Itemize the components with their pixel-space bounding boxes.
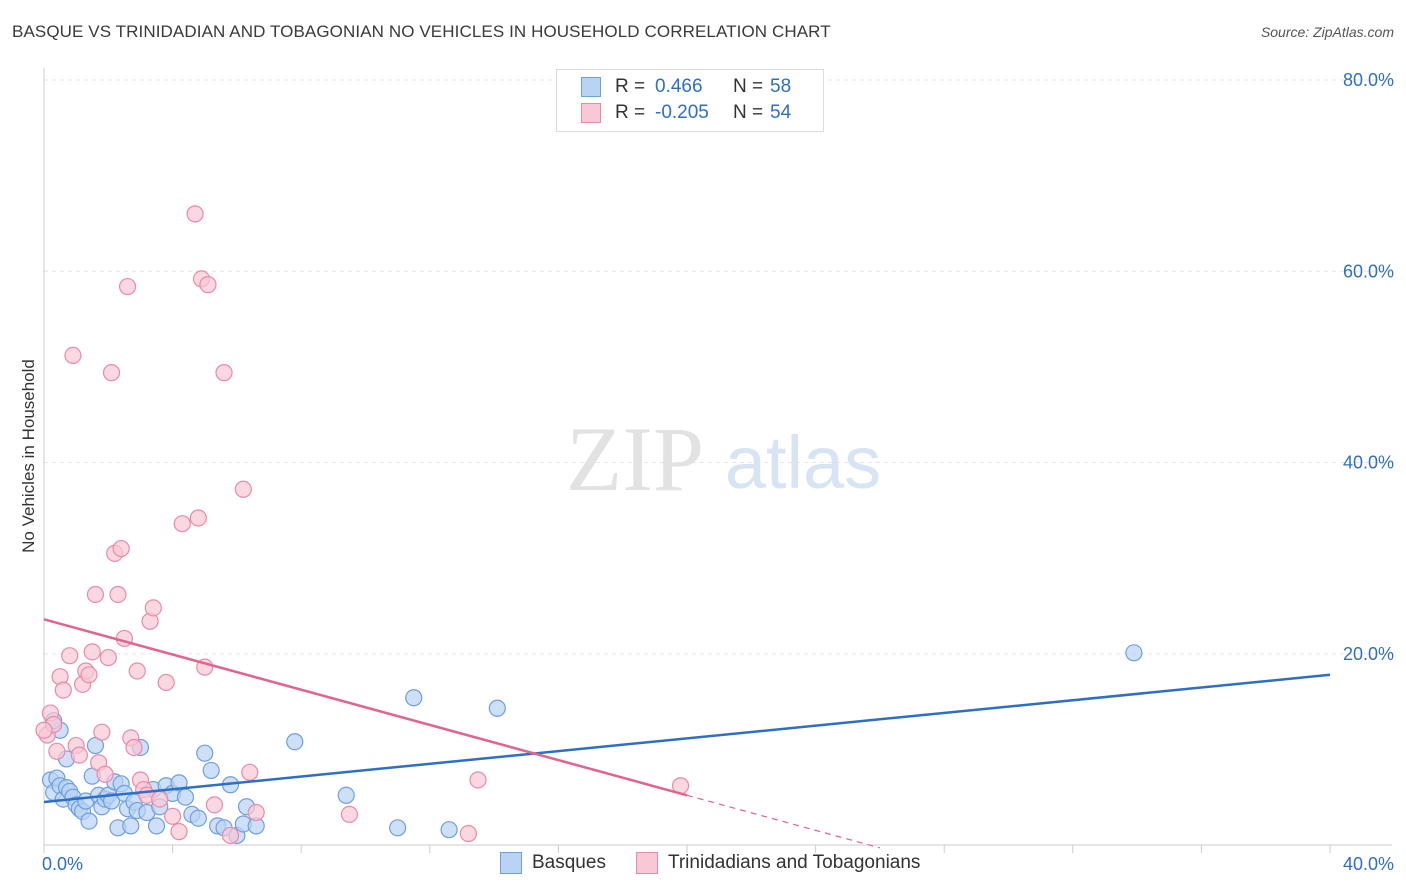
y-tick-label: 80.0% [1343,70,1394,90]
trinidadian-point [83,643,101,661]
trinidadian-point [61,647,79,665]
legend-n-value: 58 [770,76,792,97]
legend-row-basques: R = 0.466 N = 58 [581,75,791,99]
trinidadian-point [96,765,114,783]
correlation-legend: R = 0.466 N = 58 R = -0.205 N = 54 [556,69,824,132]
source-label: Source: ZipAtlas.com [1260,24,1394,40]
y-tick-label: 60.0% [1343,261,1394,281]
basques-point [286,733,304,751]
trinidadian-point [170,823,188,841]
trinidadian-point [64,346,82,364]
trinidadian-point [241,763,259,781]
basques-point [1125,644,1143,662]
series-label-trinidadians: Trinidadians and Tobagonians [667,852,921,873]
basques-point [488,699,506,717]
series-swatch-trinidadians [635,852,658,874]
trinidadian-point [199,276,217,294]
trinidadian-point [189,509,207,527]
legend-r-label: R = [615,76,646,97]
basques-point [440,821,458,839]
trinidadian-point [54,681,72,699]
series-swatch-basques [500,852,522,874]
basques-point [405,689,423,707]
trinidadian-point [99,648,117,667]
trinidadian-point [215,364,233,382]
y-tick-label: 20.0% [1343,644,1394,664]
trinidadian-point [247,803,265,822]
basques-point [102,792,121,810]
x-tick-label: 40.0% [1343,854,1394,874]
trinidadian-trend-line [43,618,688,797]
trinidadian-point [70,746,88,764]
trinidadian-point [128,662,146,680]
grid-lines [44,79,1392,655]
legend-n-label: N = [733,76,764,97]
series-label-basques: Basques [532,852,606,873]
basques-point [170,774,188,792]
trinidadian-points [35,205,690,845]
trinidadian-point [125,738,143,757]
legend-n-value: 54 [770,102,792,123]
basques-point [337,786,355,804]
basques-point [189,809,207,827]
trinidadian-point [80,666,98,684]
legend-r-label: R = [615,102,646,123]
trinidadian-point [173,515,191,533]
basques-point [176,788,195,806]
legend-r-value: -0.205 [655,102,709,123]
tick-labels: 20.0% 40.0% 60.0% 80.0% 0.0% 40.0% [42,70,1394,874]
basques-point [122,817,140,835]
trinidadian-point [102,364,121,382]
series-legend-trinidadians[interactable]: Trinidadians and Tobagonians [635,852,921,874]
x-tick-label: 0.0% [42,854,83,874]
trinidadian-point [109,585,127,604]
trinidadian-point [469,771,487,789]
y-tick-label: 40.0% [1343,453,1394,473]
trinidadian-point [35,721,53,739]
watermark-zip: ZIP [566,408,704,510]
basques-point [196,744,214,762]
basques-point [202,761,220,780]
basques-point [147,817,166,835]
series-legend: Basques Trinidadians and Tobagonians [500,852,950,874]
trinidadian-point [340,805,359,824]
trinidadian-point [118,277,137,296]
trinidadian-point [112,539,130,558]
legend-swatch-trinidadians [581,103,601,123]
series-legend-basques[interactable]: Basques [500,852,606,874]
watermark-atlas: atlas [725,421,881,504]
legend-row-trinidadians: R = -0.205 N = 54 [581,101,791,125]
trend-lines [43,618,1331,849]
trinidadian-point [151,790,169,808]
y-axis-label: No Vehicles in Household [19,359,38,553]
trinidadian-point [144,599,162,617]
basques-point [389,819,407,837]
trinidadian-point [157,673,175,692]
trinidadian-point [164,807,182,825]
legend-r-value: 0.466 [655,76,703,97]
trinidadian-point [459,824,477,843]
basques-point [80,812,98,830]
watermark: ZIP atlas [566,408,881,510]
trinidadian-point [86,585,105,604]
trinidadian-point [234,480,252,498]
trinidadian-point [221,826,240,845]
chart-title: BASQUE VS TRINIDADIAN AND TOBAGONIAN NO … [12,22,831,41]
trinidadian-point [48,742,66,760]
trinidadian-point [186,205,204,223]
trinidadian-trend-extension [686,794,881,849]
basques-trend-line [43,673,1331,804]
trinidadian-point [205,796,223,814]
trinidadian-point [93,723,111,741]
legend-swatch-basques [581,77,601,97]
legend-n-label: N = [733,102,764,123]
